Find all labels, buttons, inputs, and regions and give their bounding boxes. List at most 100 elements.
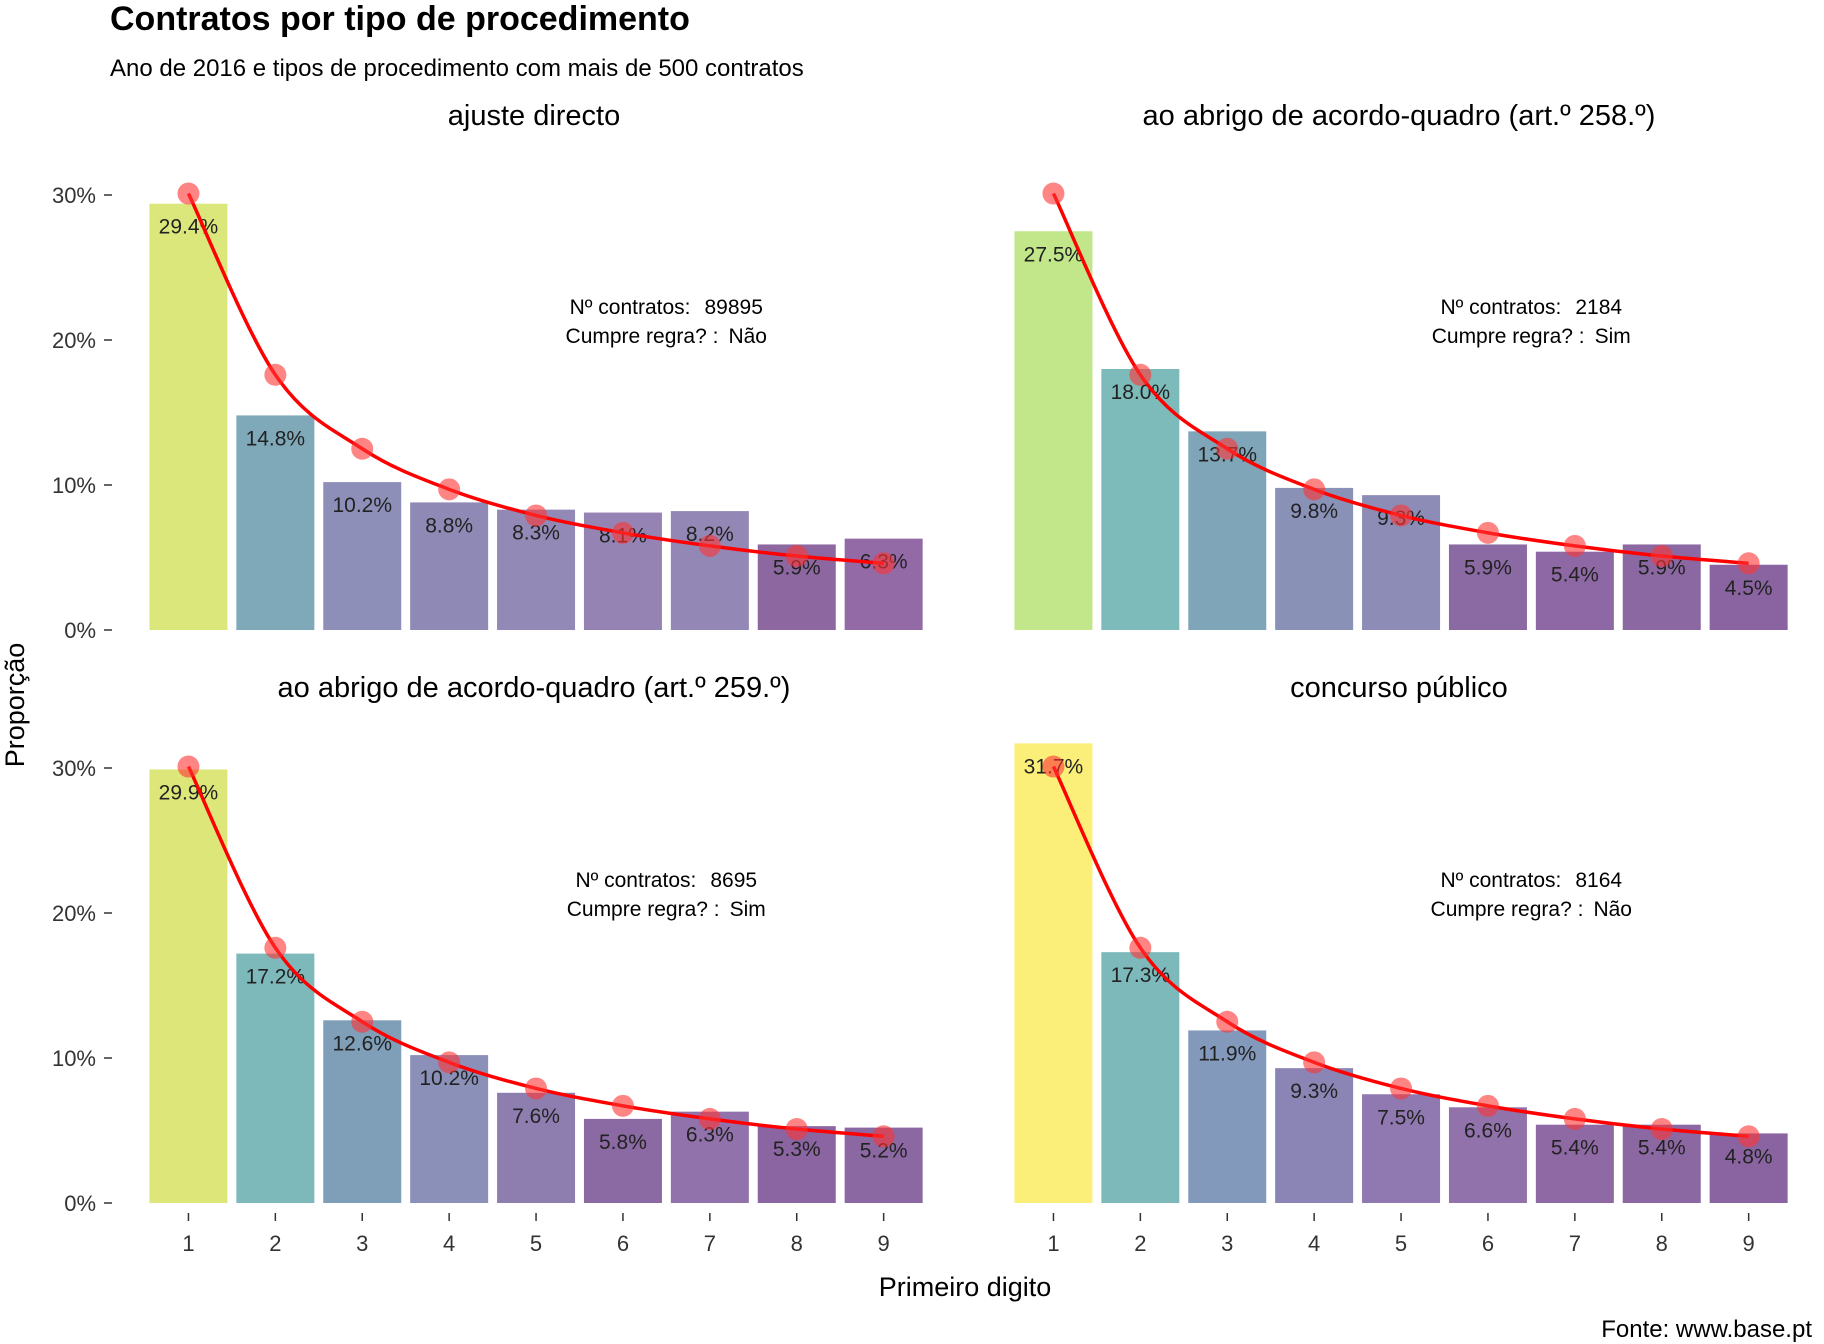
annotation-contracts-value: 8695 [710, 869, 757, 892]
bar [1101, 369, 1180, 630]
benford-point [1476, 1094, 1499, 1117]
bar-value-label: 4.5% [1725, 577, 1773, 600]
x-tick-label: 3 [1221, 1231, 1233, 1256]
bar-value-label: 17.3% [1111, 964, 1171, 987]
benford-point [1216, 1010, 1239, 1033]
x-tick-label: 2 [269, 1231, 281, 1256]
facet-panel: ajuste directo 0% 10% 20% 30% 29.4% 14.8% 10.2%… [52, 100, 923, 643]
x-tick-label: 9 [878, 1231, 890, 1256]
bar-value-label: 5.4% [1551, 1137, 1599, 1160]
x-tick-label: 6 [617, 1231, 629, 1256]
benford-point [1650, 1118, 1673, 1141]
bar-value-label: 5.8% [599, 1131, 647, 1154]
benford-point [1216, 437, 1239, 460]
bar [1535, 1124, 1614, 1203]
bar-value-label: 9.8% [1290, 500, 1338, 523]
benford-point [1303, 478, 1326, 501]
benford-point [351, 1010, 374, 1033]
bar-value-label: 17.2% [246, 966, 306, 989]
annotation-contracts-value: 8164 [1575, 869, 1622, 892]
x-tick-label: 4 [443, 1231, 455, 1256]
benford-point [1390, 1077, 1413, 1100]
annotation-contracts-label: Nº contratos: [570, 296, 691, 319]
facet-title: ao abrigo de acordo-quadro (art.º 259.º) [278, 672, 791, 704]
bar-value-label: 6.3% [686, 1124, 734, 1147]
bar-value-label: 5.4% [1551, 564, 1599, 587]
benford-point [264, 936, 287, 959]
chart-title: Contratos por tipo de procedimento [110, 0, 690, 38]
bar [1448, 1107, 1527, 1203]
bar-value-label: 5.3% [773, 1138, 821, 1161]
benford-point [351, 437, 374, 460]
x-axis-label: Primeiro digito [879, 1272, 1052, 1302]
x-tick-label: 6 [1482, 1231, 1494, 1256]
x-tick-label: 3 [356, 1231, 368, 1256]
bar-value-label: 18.0% [1111, 381, 1171, 404]
facet-panel: ao abrigo de acordo-quadro (art.º 258.º)… [1014, 100, 1788, 630]
bar-value-label: 12.6% [332, 1032, 392, 1055]
bar-value-label: 5.9% [1464, 556, 1512, 579]
benford-point [1042, 755, 1065, 778]
benford-point [1650, 545, 1673, 568]
bar [323, 482, 402, 630]
benford-point [1737, 552, 1760, 575]
y-axis-label: Proporção [0, 643, 30, 768]
bar [1101, 952, 1180, 1203]
benford-point [872, 552, 895, 575]
bar [149, 769, 228, 1203]
facet-title: concurso público [1290, 672, 1508, 704]
benford-point [1563, 1107, 1586, 1130]
x-tick-label: 1 [182, 1231, 194, 1256]
annotation-rule: Cumpre regra? : Não [566, 325, 767, 348]
x-tick-label: 8 [1656, 1231, 1668, 1256]
x-tick-label: 4 [1308, 1231, 1320, 1256]
bar [323, 1020, 402, 1203]
x-tick-label: 9 [1743, 1231, 1755, 1256]
annotation-contracts-value: 89895 [705, 296, 763, 319]
bar [1188, 1030, 1267, 1203]
bar-value-label: 5.4% [1638, 1137, 1686, 1160]
chart-subtitle: Ano de 2016 e tipos de procedimento com … [110, 55, 804, 82]
bar-value-label: 10.2% [332, 494, 392, 517]
annotation-contracts: Nº contratos: 89895 [570, 296, 763, 319]
benford-point [698, 1107, 721, 1130]
bar [1709, 564, 1788, 630]
annotation-contracts-label: Nº contratos: [1440, 869, 1561, 892]
bar-value-label: 7.5% [1377, 1106, 1425, 1129]
x-tick-label: 1 [1047, 1231, 1059, 1256]
x-tick-label: 5 [530, 1231, 542, 1256]
benford-point [1042, 182, 1065, 205]
annotation-contracts-label: Nº contratos: [1440, 296, 1561, 319]
x-tick-label: 5 [1395, 1231, 1407, 1256]
x-tick-label: 7 [704, 1231, 716, 1256]
y-tick-label: 30% [52, 756, 96, 781]
bar-value-label: 29.4% [159, 216, 219, 239]
annotation-rule-label: Cumpre regra? : [1432, 325, 1585, 348]
bar-value-label: 8.2% [686, 523, 734, 546]
bar [583, 1118, 662, 1203]
annotation-rule: Cumpre regra? : Sim [567, 898, 766, 921]
bar-value-label: 6.6% [1464, 1119, 1512, 1142]
bar-value-label: 5.9% [773, 556, 821, 579]
annotation-contracts: Nº contratos: 8695 [575, 869, 757, 892]
benford-point [1737, 1125, 1760, 1148]
annotation-contracts: Nº contratos: 8164 [1440, 869, 1622, 892]
benford-point [1129, 363, 1152, 386]
benford-point [177, 755, 200, 778]
benford-point [872, 1125, 895, 1148]
bar-value-label: 5.9% [1638, 556, 1686, 579]
benford-point [1303, 1051, 1326, 1074]
annotation-rule-label: Cumpre regra? : [567, 898, 720, 921]
benford-point [438, 478, 461, 501]
bar-value-label: 5.2% [860, 1140, 908, 1163]
facet-title: ao abrigo de acordo-quadro (art.º 258.º) [1143, 100, 1656, 132]
bar-value-label: 8.3% [512, 522, 560, 545]
benford-point [525, 1077, 548, 1100]
y-tick-label: 20% [52, 328, 96, 353]
annotation-rule-label: Cumpre regra? : [1431, 898, 1584, 921]
annotation-contracts-value: 2184 [1575, 296, 1622, 319]
bar [1362, 1094, 1441, 1203]
x-tick-label: 7 [1569, 1231, 1581, 1256]
benford-point [1476, 521, 1499, 544]
